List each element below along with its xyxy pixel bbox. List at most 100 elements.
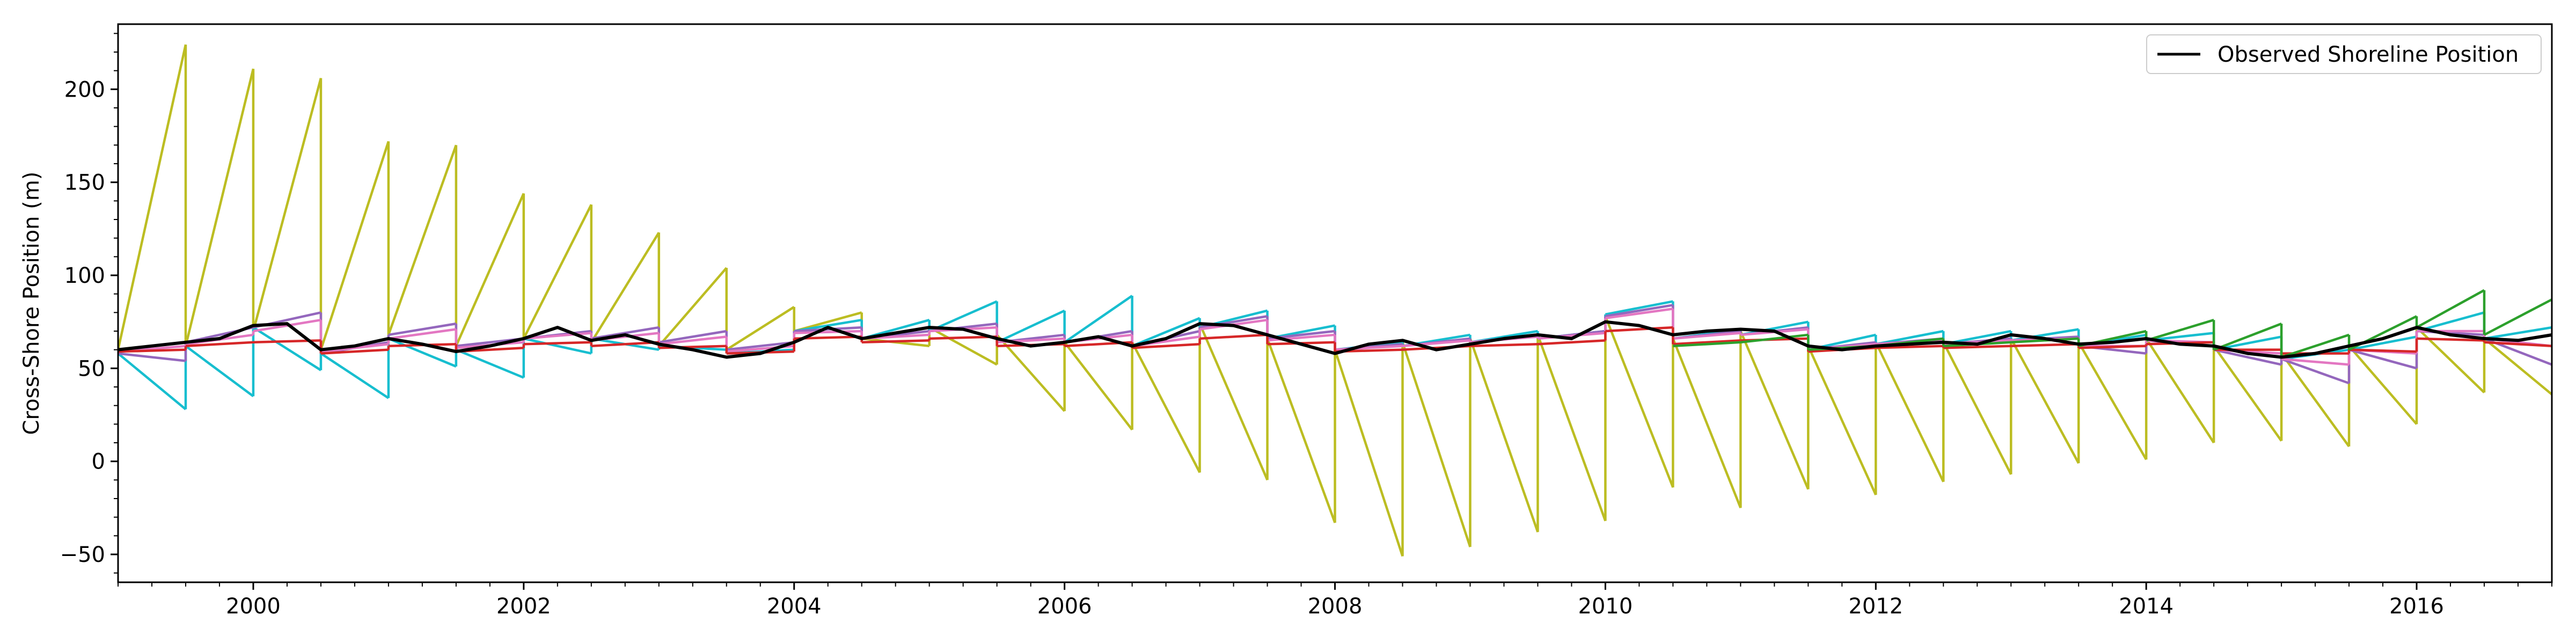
series-cyan-segment <box>320 352 390 399</box>
series-purple-segment <box>388 322 457 336</box>
series-olive-segment <box>1063 341 1133 431</box>
series-cyan-segment <box>252 326 322 371</box>
series-olive-segment <box>1739 331 1810 490</box>
y-tick-label: 50 <box>78 356 105 381</box>
series-purple-segment <box>2348 348 2417 370</box>
series-cyan-segment <box>118 352 187 411</box>
series-purple-segment <box>794 326 862 333</box>
x-tick-label: 2014 <box>2119 594 2174 619</box>
series-green-segment <box>2011 337 2079 344</box>
series-red-segment <box>1470 343 1538 347</box>
series-pink-segment <box>320 343 389 353</box>
series-olive-segment <box>1942 341 2012 475</box>
series-olive-segment <box>1604 316 1674 488</box>
series-olive-segment <box>928 326 998 366</box>
series-red-segment <box>2416 337 2485 342</box>
series-green-segment <box>2483 298 2552 336</box>
series-cyan-segment <box>388 337 457 368</box>
y-axis-label: Cross-Shore Position (m) <box>19 172 44 435</box>
series-red-segment <box>1605 326 1673 333</box>
series-cyan-segment <box>996 309 1065 343</box>
series-cyan-segment <box>456 348 524 379</box>
series-cyan-segment <box>185 345 254 398</box>
series-pink-segment <box>388 328 457 340</box>
series-olive-segment <box>996 334 1066 412</box>
series-olive-segment <box>319 141 390 350</box>
series-olive-segment <box>1875 341 1945 482</box>
observed-shoreline-line <box>118 320 2552 359</box>
series-red-segment <box>1132 343 1200 349</box>
y-tick-label: 0 <box>92 450 105 474</box>
y-tick-label: 100 <box>64 264 105 288</box>
series-purple-segment <box>118 352 186 362</box>
series-pink-segment <box>523 332 591 340</box>
series-purple-segment <box>2281 357 2350 385</box>
series-pink-segment <box>1673 332 1741 340</box>
x-tick-label: 2008 <box>1308 594 1363 619</box>
series-olive-segment <box>590 232 660 343</box>
x-tick-label: 2012 <box>1848 594 1903 619</box>
series-olive-segment <box>455 193 525 347</box>
series-olive-segment <box>2280 353 2350 448</box>
series-cyan-segment <box>1064 295 1133 343</box>
series-olive-segment <box>726 306 795 351</box>
series-olive-segment <box>658 267 728 347</box>
series-cyan-segment <box>1131 317 1201 347</box>
series-olive-segment <box>1401 342 1472 547</box>
series-red-segment <box>118 348 186 353</box>
series-olive-segment <box>2010 338 2080 464</box>
series-olive-segment <box>1469 338 1539 533</box>
series-cyan-segment <box>794 318 862 333</box>
series-red-segment <box>1199 333 1268 340</box>
series-cyan-segment <box>1875 330 1944 346</box>
series-olive-segment <box>184 68 255 347</box>
series-pink-segment <box>794 330 862 334</box>
series-green-segment <box>1673 341 1741 347</box>
series-purple-segment <box>726 341 794 351</box>
series-red-segment <box>1673 339 1741 346</box>
series-olive-segment <box>2213 345 2282 442</box>
series-red-segment <box>320 348 389 355</box>
x-tick-label: 2002 <box>496 594 551 619</box>
series-green <box>1673 289 2552 358</box>
x-tick-label: 2010 <box>1578 594 1633 619</box>
series-olive-segment <box>794 311 862 333</box>
series-red-segment <box>185 341 254 347</box>
series-cyan-segment <box>2484 326 2552 340</box>
series-green-segment <box>2146 319 2214 342</box>
legend-box <box>2146 34 2542 74</box>
series-cyan-segment <box>2416 311 2485 333</box>
series-red-segment <box>2079 345 2147 349</box>
series-olive-segment <box>2348 345 2418 425</box>
series-olive-segment <box>1536 334 1607 522</box>
series-red-segment <box>591 341 659 347</box>
series-olive-segment <box>252 77 323 332</box>
series-purple-segment <box>591 326 660 340</box>
series-cyan-segment <box>928 300 998 333</box>
series-olive-segment <box>1198 323 1269 481</box>
series-red-segment <box>861 339 930 344</box>
series-olive-segment <box>1266 338 1336 523</box>
x-tick-label: 2000 <box>226 594 281 619</box>
series-cyan-segment <box>523 337 592 355</box>
series-olive <box>118 44 2552 557</box>
series-olive-segment <box>1807 345 1877 495</box>
y-tick-label: 200 <box>64 77 105 102</box>
series-purple-segment <box>658 330 727 344</box>
series-purple-segment <box>2213 348 2282 366</box>
series-red-segment <box>2484 341 2552 347</box>
series-purple-segment <box>1605 304 1673 318</box>
plot-frame <box>117 23 2553 583</box>
series-olive-segment <box>2145 338 2215 444</box>
series-olive-segment <box>1672 338 1742 509</box>
series-cyan-segment <box>1605 300 1673 316</box>
series-olive-segment <box>522 204 592 339</box>
series-pink-segment <box>1605 308 1673 319</box>
x-tick-label: 2004 <box>767 594 822 619</box>
y-tick-label: −50 <box>60 543 105 567</box>
series-olive-segment <box>2077 341 2148 460</box>
series-green-segment <box>1740 333 1809 344</box>
y-tick-label: 150 <box>64 171 105 195</box>
